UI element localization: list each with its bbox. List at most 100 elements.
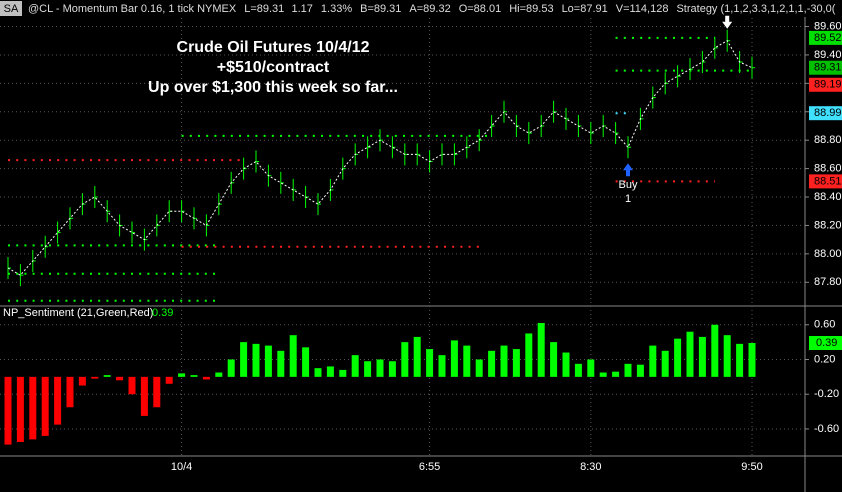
- signal-label: Buy: [619, 179, 638, 191]
- histogram-bar: [698, 336, 706, 377]
- header-bar: [0, 0, 842, 17]
- histogram-bar: [550, 342, 558, 377]
- histogram-bar: [500, 345, 508, 377]
- price-marker-label: 88.99: [814, 107, 842, 119]
- histogram-bar: [649, 345, 657, 377]
- histogram-bar: [587, 359, 595, 377]
- header-item: Hi=89.53: [509, 3, 553, 15]
- histogram-bar: [463, 345, 471, 377]
- price-marker-label: 89.52: [814, 32, 842, 44]
- histogram-bar: [438, 355, 446, 377]
- histogram-bar: [339, 369, 347, 377]
- y-tick-label: 0.20: [814, 353, 835, 365]
- last-marker-label: 0.39: [816, 337, 837, 349]
- histogram-bar: [723, 335, 731, 377]
- header-item: B=89.31: [360, 3, 401, 15]
- histogram-bar: [450, 340, 458, 377]
- y-tick-label: 89.40: [814, 49, 842, 61]
- header-item: Lo=87.91: [562, 3, 608, 15]
- y-tick-label: 88.60: [814, 163, 842, 175]
- y-tick-label: 88.40: [814, 191, 842, 203]
- histogram-bar: [128, 376, 136, 395]
- histogram-bar: [636, 364, 644, 377]
- annotation: Crude Oil Futures 10/4/12: [177, 39, 370, 56]
- header-item: V=114,128: [616, 3, 669, 15]
- symbol-box-label: SA: [4, 3, 19, 15]
- buy-arrow: [623, 163, 633, 177]
- histogram-bar: [227, 359, 235, 377]
- histogram-bar: [178, 373, 186, 377]
- x-tick-label: 6:55: [419, 461, 440, 473]
- histogram-bar: [574, 363, 582, 377]
- histogram-bar: [314, 368, 322, 377]
- histogram-bar: [190, 375, 198, 377]
- histogram-bar: [302, 347, 310, 377]
- histogram-bar: [116, 376, 124, 381]
- histogram-bar: [351, 355, 359, 377]
- histogram-bar: [29, 376, 37, 440]
- histogram-bar: [401, 342, 409, 377]
- histogram-bar: [413, 336, 421, 377]
- histogram-bar: [240, 342, 248, 377]
- header-item: L=89.31: [244, 3, 284, 15]
- x-tick-label: 10/4: [171, 461, 192, 473]
- x-tick-label: 8:30: [580, 461, 601, 473]
- histogram-bar: [215, 372, 223, 377]
- header-item: Strategy (1,1,2,3.3,1,2,1,1,-30,0(: [676, 3, 835, 15]
- histogram-bar: [624, 363, 632, 377]
- indicator-last: 0.39: [152, 307, 173, 319]
- price-marker: [809, 106, 842, 121]
- annotation: Up over $1,300 this week so far...: [148, 79, 398, 96]
- histogram-bar: [488, 350, 496, 377]
- histogram-bar: [277, 350, 285, 377]
- histogram-bar: [16, 376, 24, 442]
- x-tick-label: 9:50: [741, 461, 762, 473]
- histogram-bar: [202, 376, 210, 380]
- header-text: @CL - Momentum Bar 0.16, 1 tick NYMEX L=8…: [28, 3, 836, 15]
- price-marker: [809, 30, 842, 45]
- header-item: @CL - Momentum Bar 0.16, 1 tick NYMEX: [28, 3, 237, 15]
- histogram-bar: [686, 331, 694, 377]
- y-tick-label: 0.60: [814, 319, 835, 331]
- histogram-bar: [41, 376, 49, 436]
- histogram-bar: [512, 349, 520, 377]
- histogram-bar: [388, 361, 396, 377]
- histogram-bar: [599, 372, 607, 377]
- price-marker: [809, 60, 842, 75]
- histogram-bar: [562, 352, 570, 377]
- price-marker: [809, 77, 842, 92]
- price-marker-label: 89.31: [814, 62, 842, 74]
- histogram-bar: [426, 349, 434, 377]
- histogram-bar: [153, 376, 161, 408]
- histogram-bar: [475, 359, 483, 377]
- y-tick-label: -0.60: [814, 423, 839, 435]
- histogram-bar: [140, 376, 148, 416]
- average-line: [7, 40, 753, 276]
- annotation: +$510/contract: [217, 59, 330, 76]
- y-tick-label: 87.80: [814, 276, 842, 288]
- histogram-bar: [4, 376, 12, 445]
- exit-arrow: [722, 15, 733, 29]
- y-tick-label: 88.80: [814, 134, 842, 146]
- histogram-bar: [537, 323, 545, 377]
- histogram-bar: [264, 345, 272, 377]
- signal-quantity: 1: [625, 193, 631, 205]
- histogram-bar: [165, 376, 173, 384]
- header-item: O=88.01: [459, 3, 502, 15]
- histogram-bar: [326, 366, 334, 377]
- histogram-bar: [674, 338, 682, 377]
- header-item: 1.33%: [321, 3, 352, 15]
- histogram-bar: [54, 376, 62, 425]
- header-item: A=89.32: [409, 3, 450, 15]
- y-tick-label: 88.20: [814, 219, 842, 231]
- last-marker: [809, 335, 842, 350]
- histogram-bar: [525, 333, 533, 377]
- price-marker-label: 89.19: [814, 79, 842, 91]
- price-marker: [809, 174, 842, 189]
- histogram-bar: [711, 324, 719, 377]
- histogram-bar: [736, 343, 744, 377]
- histogram-bar: [364, 361, 372, 377]
- y-tick-label: -0.20: [814, 388, 839, 400]
